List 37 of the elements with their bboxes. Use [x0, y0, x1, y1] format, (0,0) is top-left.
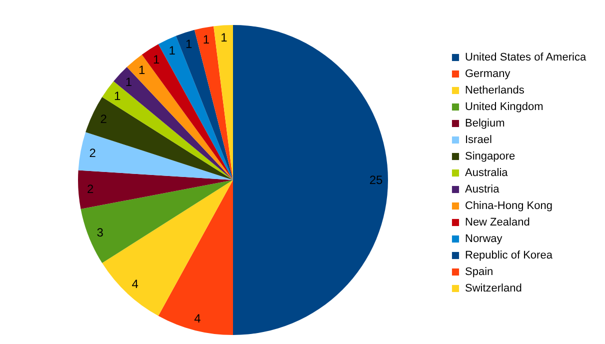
legend-label: Belgium — [465, 118, 505, 130]
legend-label: Switzerland — [465, 282, 522, 294]
data-label: 1 — [168, 44, 176, 58]
legend-label: United Kingdom — [465, 101, 544, 113]
data-label: 2 — [89, 146, 96, 160]
legend-label: China-Hong Kong — [465, 200, 552, 212]
pie-slice — [80, 180, 233, 264]
legend-label: Republic of Korea — [465, 250, 554, 262]
data-label: 25 — [369, 173, 383, 187]
pie-slice — [126, 54, 233, 180]
data-label: 4 — [132, 277, 139, 292]
legend-label: Singapore — [465, 150, 516, 162]
data-label: 1 — [153, 52, 160, 66]
legend-label: New Zealand — [465, 216, 530, 228]
data-label: 1 — [138, 62, 146, 77]
data-label: 1 — [114, 88, 121, 103]
data-label: 1 — [185, 37, 192, 51]
legend-label: United States of America — [465, 52, 587, 64]
data-label: 2 — [86, 182, 94, 196]
pie-slice — [78, 170, 233, 210]
legend-label: Germany — [465, 68, 511, 80]
data-label: 1 — [125, 75, 132, 90]
data-label: 1 — [220, 30, 228, 44]
data-label: 1 — [202, 32, 210, 47]
legend-label: Norway — [465, 233, 503, 245]
pie-slice — [102, 180, 233, 316]
data-label: 2 — [100, 112, 108, 126]
legend-label: Netherlands — [465, 84, 525, 96]
legend-label: Australia — [465, 167, 509, 179]
pie-slice — [114, 67, 233, 180]
data-label: 4 — [194, 312, 202, 326]
legend-label: Austria — [465, 184, 500, 196]
data-label: 3 — [96, 226, 104, 240]
legend-label: Spain — [465, 266, 494, 278]
pie-slice — [78, 132, 233, 180]
legend-label: Israel — [465, 134, 492, 146]
pie-slice — [214, 25, 233, 180]
